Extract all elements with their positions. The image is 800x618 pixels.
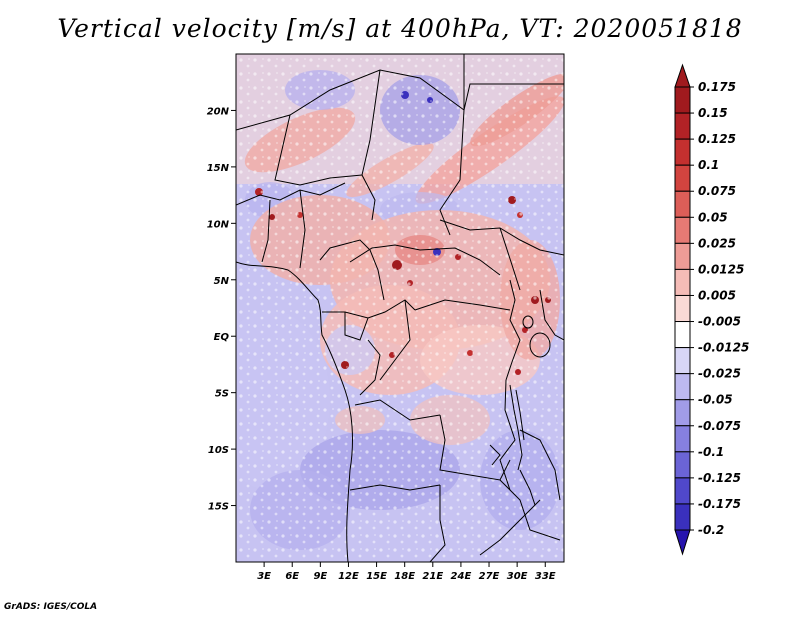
- colorbar-bottom-arrow: [674, 529, 691, 556]
- lon-tick-label: 21E: [422, 571, 443, 582]
- lon-tick-label: 6E: [285, 571, 299, 582]
- colorbar-label: -0.005: [698, 315, 741, 329]
- lon-tick-label: 18E: [394, 571, 415, 582]
- map-frame: [235, 53, 565, 563]
- colorbar-label: 0.075: [698, 184, 736, 198]
- colorbar-top-arrow: [674, 63, 691, 88]
- lon-tick-label: 12E: [338, 571, 359, 582]
- colorbar-segment: [674, 268, 691, 296]
- colorbar-label: -0.175: [698, 497, 741, 511]
- colorbar-segment: [674, 86, 691, 114]
- colorbar-segment: [674, 451, 691, 479]
- lat-tick-label: 5S: [215, 389, 229, 400]
- colorbar-label: 0.025: [698, 236, 736, 250]
- colorbar-label: -0.05: [698, 393, 733, 407]
- lat-tick-label: 10N: [207, 219, 230, 230]
- colorbar-segment: [674, 477, 691, 505]
- grads-credit: GrADS: IGES/COLA: [4, 602, 98, 612]
- colorbar: 0.175 0.15 0.125 0.1 0.075 0.05 0.025 0.0125 0.0…: [674, 63, 749, 556]
- colorbar-segment: [674, 321, 691, 349]
- colorbar-label: 0.0125: [698, 262, 744, 276]
- lat-tick-label: EQ: [214, 332, 230, 343]
- colorbar-label: -0.075: [698, 419, 741, 433]
- colorbar-label: 0.05: [698, 210, 728, 224]
- colorbar-label: -0.0125: [698, 341, 749, 355]
- colorbar-segment: [674, 216, 691, 244]
- colorbar-segment: [674, 190, 691, 218]
- lon-tick-label: 3E: [257, 571, 271, 582]
- colorbar-segment: [674, 242, 691, 270]
- colorbar-label: -0.025: [698, 367, 741, 381]
- colorbar-label: -0.125: [698, 471, 741, 485]
- lat-tick-label: 15N: [207, 163, 230, 174]
- colorbar-segment: [674, 294, 691, 323]
- colorbar-label: 0.1: [698, 158, 719, 172]
- lon-tick-label: 24E: [451, 571, 472, 582]
- colorbar-segment: [674, 138, 691, 166]
- country-boundaries: [236, 54, 564, 562]
- colorbar-label: 0.005: [698, 288, 736, 302]
- map-title: Vertical velocity [m/s] at 400hPa, VT: 2…: [57, 14, 743, 43]
- colorbar-label: -0.1: [698, 445, 724, 459]
- lat-tick-label: 10S: [208, 445, 229, 456]
- lon-tick-label: 33E: [535, 571, 556, 582]
- lon-tick-label: 9E: [313, 571, 327, 582]
- lon-tick-label: 30E: [507, 571, 528, 582]
- colorbar-segment: [674, 399, 691, 427]
- colorbar-segment: [674, 164, 691, 192]
- colorbar-segment: [674, 503, 691, 531]
- axis-ticks: 20N 15N 10N 5N EQ 5S 10S 15S 3E 6E 9E 12E 15E 18E 21E 2…: [207, 106, 556, 582]
- lat-tick-label: 5N: [214, 276, 230, 287]
- lat-tick-label: 20N: [207, 106, 230, 117]
- lat-tick-label: 15S: [208, 502, 229, 513]
- colorbar-segment: [674, 112, 691, 140]
- colorbar-label: -0.2: [698, 523, 724, 537]
- colorbar-segment: [674, 347, 691, 375]
- colorbar-label: 0.175: [698, 80, 736, 94]
- colorbar-segment: [674, 373, 691, 401]
- lon-tick-label: 27E: [479, 571, 500, 582]
- vertical-velocity-field: [236, 54, 564, 562]
- colorbar-segment: [674, 425, 691, 453]
- lon-tick-label: 15E: [366, 571, 387, 582]
- colorbar-label: 0.15: [698, 106, 728, 120]
- colorbar-label: 0.125: [698, 132, 736, 146]
